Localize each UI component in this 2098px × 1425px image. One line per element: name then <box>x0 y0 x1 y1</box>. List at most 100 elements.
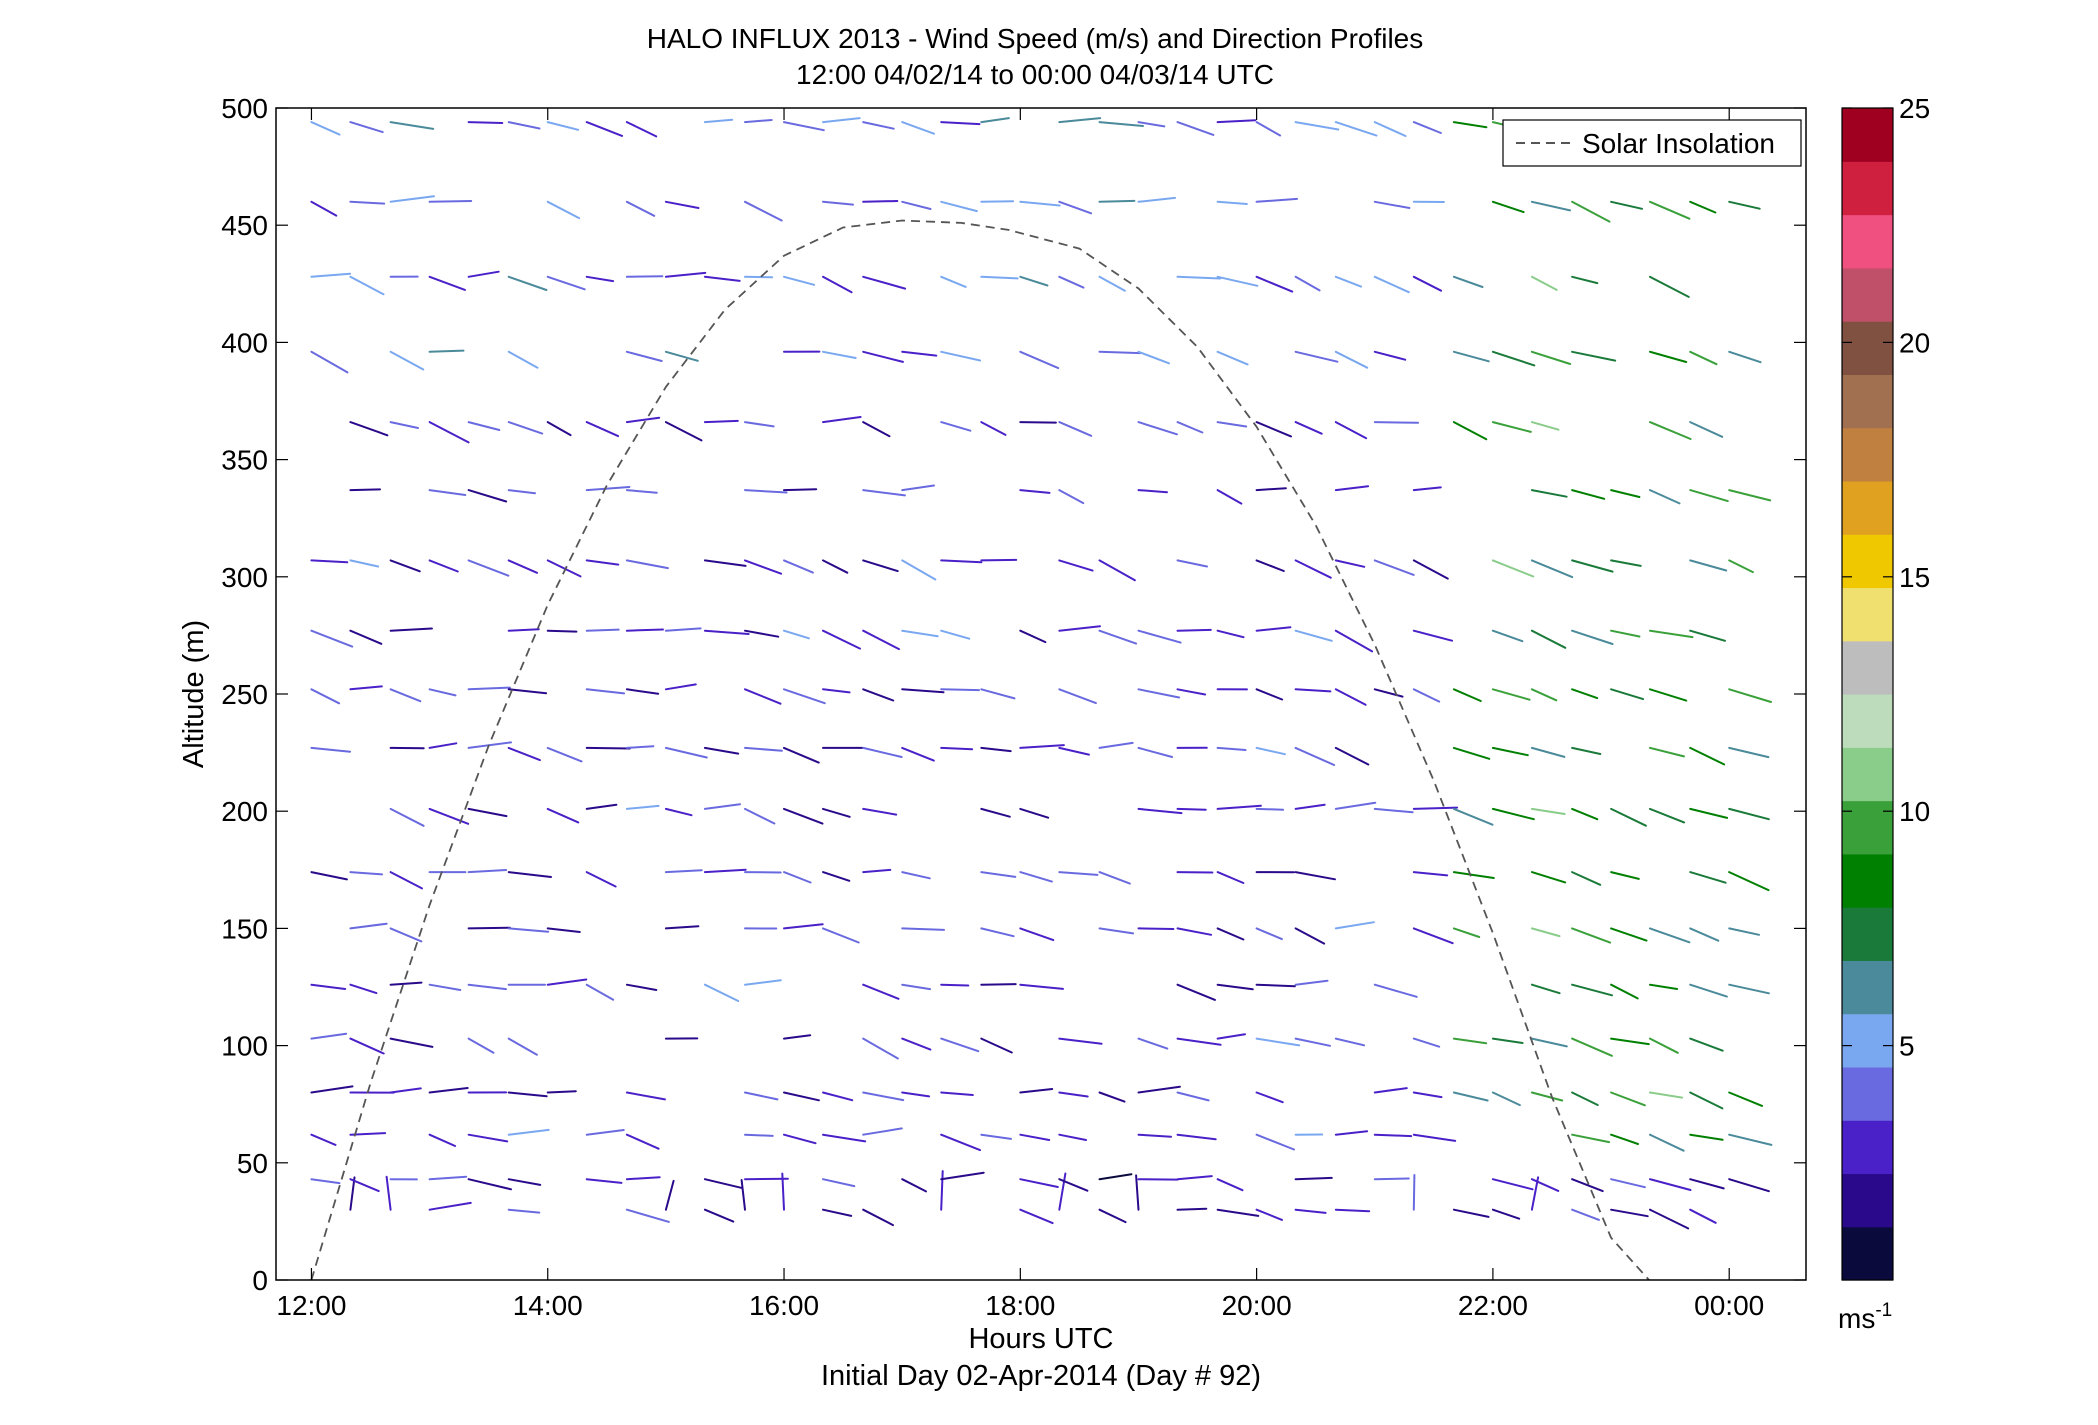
wind-barb <box>1649 350 1688 363</box>
wind-barb <box>349 1176 356 1211</box>
wind-barb <box>1255 746 1286 756</box>
wind-barb <box>428 1175 468 1181</box>
wind-barb <box>901 1178 927 1193</box>
wind-barb <box>507 1091 548 1098</box>
wind-barb <box>1452 1091 1489 1102</box>
wind-barb <box>1255 121 1282 137</box>
wind-barb <box>1216 1208 1260 1217</box>
wind-barb <box>862 746 903 758</box>
wind-barb <box>1689 1037 1724 1052</box>
wind-barb <box>1058 1037 1103 1045</box>
wind-barb <box>1689 489 1729 503</box>
wind-barb <box>389 1037 434 1048</box>
wind-barb <box>428 349 465 353</box>
wind-barb <box>389 195 435 203</box>
wind-barb <box>703 746 740 755</box>
wind-barb <box>1098 559 1136 582</box>
wind-barb <box>1728 927 1760 936</box>
wind-barb <box>1176 559 1208 568</box>
colorbar-band <box>1842 640 1893 695</box>
wind-barb <box>1689 927 1720 942</box>
wind-barb <box>822 559 849 574</box>
wind-barb <box>507 275 548 291</box>
wind-barb <box>980 871 1017 878</box>
wind-barb <box>1610 1037 1650 1046</box>
wind-barb <box>664 683 697 691</box>
wind-barb <box>1058 1178 1089 1192</box>
colorbar-band <box>1842 480 1893 535</box>
wind-barb <box>585 559 620 566</box>
wind-barb <box>1137 196 1176 203</box>
x-tick-label: 20:00 <box>1222 1290 1292 1321</box>
wind-barb <box>310 688 341 705</box>
wind-barb <box>862 1127 903 1136</box>
wind-barb <box>1098 121 1144 127</box>
wind-barb <box>1019 1208 1054 1225</box>
wind-barb <box>1610 1133 1639 1145</box>
wind-barb <box>310 871 348 881</box>
wind-barb <box>940 121 981 126</box>
wind-barb <box>1491 807 1535 821</box>
wind-barb <box>1530 1037 1568 1048</box>
wind-barb <box>1610 1178 1646 1189</box>
colorbar-tick-label: 10 <box>1899 796 1930 827</box>
wind-barb <box>1137 1085 1181 1094</box>
wind-barb <box>1373 200 1411 209</box>
wind-barb <box>703 275 741 282</box>
wind-barb <box>625 1176 661 1181</box>
wind-barb <box>1610 489 1641 498</box>
wind-barb <box>1452 121 1488 129</box>
wind-barb <box>783 871 812 884</box>
wind-barb <box>783 923 824 930</box>
wind-barb <box>1728 1133 1773 1146</box>
colorbar-tick-label: 5 <box>1899 1031 1915 1062</box>
wind-barb <box>1058 489 1085 505</box>
wind-barb <box>625 745 655 749</box>
wind-barb <box>1610 871 1640 880</box>
wind-barb <box>1294 350 1339 363</box>
wind-barb <box>1571 629 1614 645</box>
wind-barb <box>310 350 349 374</box>
wind-barb <box>1491 1037 1524 1044</box>
wind-barb <box>1571 1133 1611 1144</box>
y-tick-label: 200 <box>221 796 268 827</box>
wind-barb <box>1176 1175 1213 1181</box>
wind-barb <box>349 121 384 134</box>
wind-barb <box>940 983 970 987</box>
wind-barb <box>1098 199 1136 203</box>
y-tick-label: 350 <box>221 445 268 476</box>
wind-barb <box>783 807 824 825</box>
wind-barb <box>1294 121 1340 131</box>
wind-barb <box>1452 421 1488 441</box>
wind-barb <box>862 350 904 363</box>
y-tick-label: 0 <box>252 1265 268 1296</box>
wind-barb <box>1334 421 1368 440</box>
wind-barb <box>744 807 776 825</box>
wind-barb <box>1689 746 1726 766</box>
wind-barb <box>1216 983 1254 991</box>
wind-barb <box>428 421 470 444</box>
wind-barb <box>1571 688 1599 700</box>
wind-barb <box>1610 807 1647 827</box>
y-axis: 0 50 100 150 200 250 300 350 400 450 500 <box>221 93 1806 1296</box>
wind-barb <box>980 200 1015 203</box>
wind-barb <box>428 1087 469 1094</box>
wind-barb <box>940 629 971 640</box>
wind-barb <box>1412 1133 1457 1142</box>
wind-barb <box>389 688 422 703</box>
wind-barb <box>822 275 853 294</box>
wind-barb <box>1019 629 1047 644</box>
wind-barb <box>1571 807 1599 821</box>
wind-barb <box>310 1133 337 1146</box>
wind-barb <box>1412 559 1449 580</box>
wind-barb <box>1137 350 1170 365</box>
wind-barb <box>1334 275 1362 288</box>
wind-barb <box>980 1037 1013 1054</box>
wind-barb <box>1452 807 1494 826</box>
wind-barb <box>1689 629 1726 642</box>
wind-barb <box>1728 871 1770 892</box>
wind-barb <box>1137 807 1183 815</box>
wind-barb <box>1255 927 1283 941</box>
wind-barb <box>1019 489 1051 494</box>
wind-barb <box>1216 350 1249 366</box>
